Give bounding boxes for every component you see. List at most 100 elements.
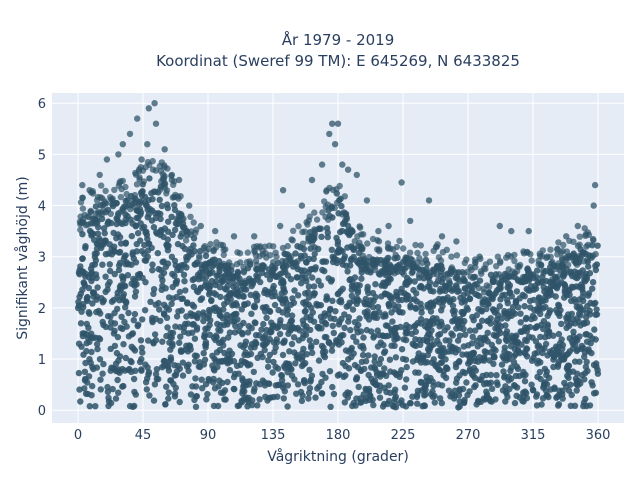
data-point bbox=[583, 358, 590, 366]
data-point bbox=[114, 376, 121, 384]
data-point bbox=[165, 389, 172, 396]
data-point bbox=[270, 393, 277, 401]
data-point bbox=[306, 366, 313, 374]
data-point bbox=[555, 402, 562, 409]
data-point bbox=[472, 258, 479, 266]
data-point bbox=[244, 360, 251, 368]
data-point bbox=[331, 254, 338, 262]
data-point bbox=[303, 314, 310, 321]
data-point bbox=[115, 266, 123, 274]
data-point bbox=[374, 303, 382, 311]
data-point bbox=[386, 356, 394, 363]
y-tick-label: 4 bbox=[38, 200, 46, 215]
data-point bbox=[171, 226, 179, 234]
data-point bbox=[498, 361, 506, 368]
data-point bbox=[90, 236, 98, 244]
data-point bbox=[549, 258, 556, 266]
data-point bbox=[554, 245, 561, 253]
data-point bbox=[435, 381, 442, 388]
data-point bbox=[81, 368, 89, 375]
data-point bbox=[272, 382, 279, 389]
data-point bbox=[122, 354, 129, 362]
data-point bbox=[290, 299, 298, 306]
data-point bbox=[154, 230, 161, 237]
data-point bbox=[470, 364, 478, 372]
data-point bbox=[167, 333, 174, 341]
data-point bbox=[359, 252, 367, 260]
data-point bbox=[430, 382, 437, 390]
data-point bbox=[345, 356, 352, 363]
data-point bbox=[236, 250, 244, 257]
data-point bbox=[583, 319, 591, 326]
data-point bbox=[300, 361, 307, 368]
data-point bbox=[252, 319, 259, 327]
data-point bbox=[141, 307, 149, 314]
data-point bbox=[329, 322, 336, 330]
data-point bbox=[142, 201, 149, 209]
data-point bbox=[77, 320, 85, 327]
data-point bbox=[446, 279, 453, 286]
data-point bbox=[120, 382, 127, 390]
data-point bbox=[230, 385, 237, 393]
data-point bbox=[330, 329, 337, 337]
data-point bbox=[594, 370, 602, 377]
data-point bbox=[183, 363, 191, 370]
data-point bbox=[380, 349, 388, 356]
outlier-point bbox=[326, 130, 333, 138]
data-point bbox=[349, 278, 356, 285]
data-point bbox=[150, 224, 158, 231]
data-point bbox=[545, 332, 552, 340]
data-point bbox=[125, 309, 132, 317]
data-point bbox=[126, 365, 133, 373]
data-point bbox=[77, 290, 85, 297]
data-point bbox=[381, 365, 388, 372]
data-point bbox=[102, 187, 109, 195]
data-point bbox=[371, 353, 378, 360]
data-point bbox=[303, 278, 310, 285]
data-point bbox=[348, 255, 355, 263]
data-point bbox=[456, 398, 463, 405]
data-point bbox=[86, 403, 94, 410]
data-point bbox=[187, 231, 195, 238]
data-point bbox=[391, 398, 398, 406]
data-point bbox=[268, 328, 275, 336]
data-point bbox=[230, 283, 237, 291]
data-point bbox=[149, 261, 156, 268]
data-point bbox=[284, 369, 291, 376]
data-point bbox=[262, 393, 269, 400]
data-point bbox=[89, 382, 96, 390]
data-point bbox=[151, 381, 159, 388]
data-point bbox=[430, 356, 437, 363]
data-point bbox=[528, 381, 535, 388]
data-point bbox=[342, 372, 349, 379]
data-point bbox=[491, 309, 498, 316]
data-point bbox=[173, 368, 181, 375]
data-point bbox=[302, 307, 309, 315]
data-point bbox=[479, 317, 486, 324]
data-point bbox=[514, 276, 521, 283]
data-point bbox=[394, 263, 402, 270]
data-point bbox=[192, 261, 199, 268]
data-point bbox=[521, 276, 528, 283]
data-point bbox=[402, 281, 409, 288]
data-point bbox=[276, 330, 284, 338]
data-point bbox=[401, 384, 409, 391]
outlier-point bbox=[525, 227, 532, 235]
data-point bbox=[248, 401, 256, 409]
data-point bbox=[271, 348, 278, 356]
data-point bbox=[288, 340, 296, 348]
data-point bbox=[80, 279, 87, 286]
data-point bbox=[218, 358, 225, 365]
outlier-point bbox=[138, 156, 145, 163]
data-point bbox=[288, 312, 296, 319]
data-point bbox=[491, 274, 498, 282]
data-point bbox=[97, 376, 104, 383]
data-point bbox=[313, 300, 320, 308]
data-point bbox=[347, 326, 354, 334]
data-point bbox=[528, 257, 535, 264]
x-tick-label: 0 bbox=[74, 428, 82, 443]
data-point bbox=[453, 252, 461, 259]
data-point bbox=[147, 298, 154, 305]
data-point bbox=[250, 368, 257, 376]
data-point bbox=[137, 220, 144, 227]
